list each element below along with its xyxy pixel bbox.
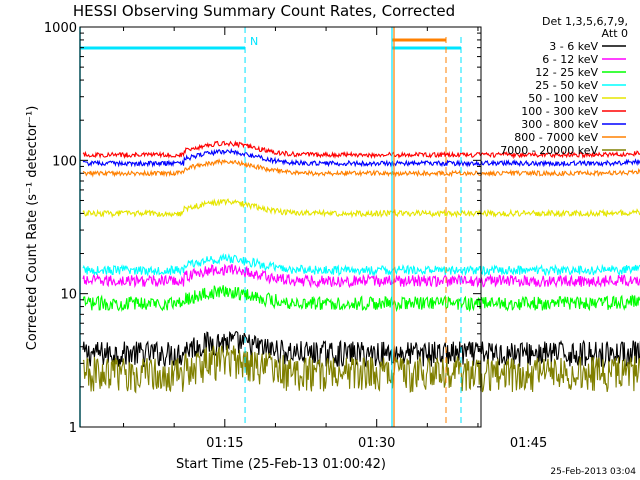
marker-label-N: N bbox=[250, 35, 258, 48]
legend-label: 25 - 50 keV bbox=[535, 79, 598, 92]
x-axis-label: Start Time (25-Feb-13 01:00:42) bbox=[176, 457, 386, 472]
series-line-12-25-kev bbox=[82, 285, 640, 313]
x-tick-label: 01:15 bbox=[206, 436, 243, 451]
series-line-6-12-kev bbox=[82, 263, 640, 289]
series-line-800-7000-kev bbox=[82, 157, 640, 178]
axes-layer bbox=[79, 26, 482, 428]
legend-label: 7000 - 20000 keV bbox=[500, 144, 598, 157]
data-layer bbox=[82, 140, 640, 394]
series-line-25-50-kev bbox=[82, 252, 640, 277]
y-axis-label: Corrected Count Rate (s⁻¹ detector⁻¹) bbox=[25, 106, 40, 351]
legend-label: 100 - 300 keV bbox=[521, 105, 598, 118]
x-tick-label: 01:45 bbox=[510, 436, 547, 451]
plot-frame bbox=[79, 26, 482, 428]
chart-title: HESSI Observing Summary Count Rates, Cor… bbox=[73, 2, 455, 20]
legend-header-line-2: Att 0 bbox=[602, 27, 628, 40]
series-line-300-800-kev bbox=[82, 147, 640, 168]
legend-label: 6 - 12 keV bbox=[542, 53, 598, 66]
y-tick-label: 100 bbox=[52, 154, 77, 169]
date-stamp: 25-Feb-2013 03:04 bbox=[550, 467, 636, 477]
y-tick-label: 1000 bbox=[44, 21, 77, 36]
series-line-3-6-kev bbox=[82, 330, 640, 369]
series-line-100-300-kev bbox=[82, 140, 640, 160]
legend-label: 12 - 25 keV bbox=[535, 66, 598, 79]
legend-header-line-1: Det 1,3,5,6,7,9, bbox=[542, 15, 628, 28]
series-line-7000-20000-kev bbox=[82, 345, 640, 394]
x-tick-label: 01:30 bbox=[358, 436, 395, 451]
legend-label: 800 - 7000 keV bbox=[514, 131, 598, 144]
legend-label: 3 - 6 keV bbox=[549, 40, 598, 53]
series-line-50-100-kev bbox=[82, 198, 640, 219]
y-tick-label: 10 bbox=[60, 288, 77, 303]
y-tick-label: 1 bbox=[69, 421, 77, 436]
legend-label: 50 - 100 keV bbox=[528, 92, 598, 105]
legend-label: 300 - 800 keV bbox=[521, 118, 598, 131]
